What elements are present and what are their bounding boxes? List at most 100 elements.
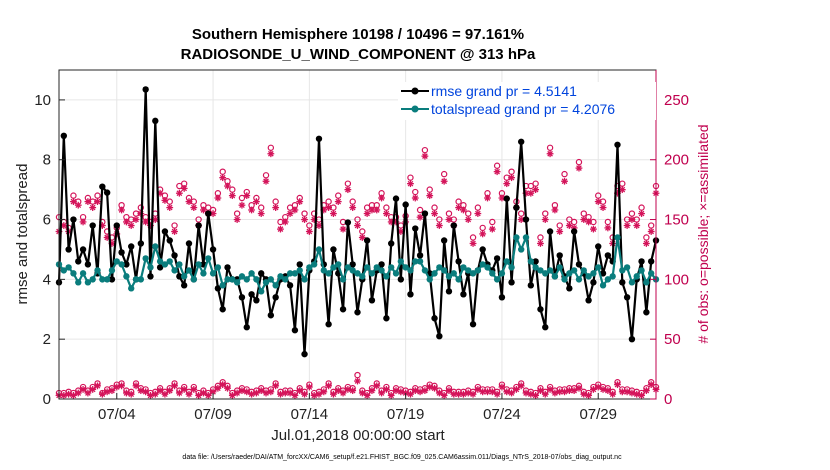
rmse-point <box>84 261 92 268</box>
tick-label-right: 50 <box>664 331 681 348</box>
totalspread-point <box>373 264 380 271</box>
totalspread-point <box>205 255 212 262</box>
totalspread-point <box>75 279 82 286</box>
left-axis-ticks: 0 2 4 6 8 10 <box>34 92 65 408</box>
rmse-point <box>75 258 82 265</box>
totalspread-point <box>392 270 400 277</box>
rmse-point <box>498 294 506 301</box>
totalspread-point <box>200 270 207 277</box>
rmse-point <box>590 279 597 286</box>
totalspread-point <box>152 243 159 250</box>
obs-assimilated-lower-marker <box>532 392 540 399</box>
obs-assimilated-lower-marker <box>642 387 650 395</box>
obs-assimilated-lower-marker <box>190 386 198 393</box>
totalspread-point <box>522 234 530 241</box>
totalspread-point <box>431 270 438 277</box>
totalspread-point <box>253 276 260 283</box>
obs-assimilated-lower-marker <box>127 390 135 398</box>
obs-assimilated-upper-marker <box>479 230 487 238</box>
obs-assimilated-lower-marker <box>585 392 592 399</box>
rmse-point <box>638 258 645 265</box>
totalspread-point <box>561 276 568 283</box>
obs-assimilated-upper-marker <box>527 189 535 197</box>
totalspread-point <box>455 276 462 283</box>
obs-assimilated-upper-marker <box>248 206 255 214</box>
tick-label-left: 0 <box>43 391 51 408</box>
rmse-point <box>460 291 467 298</box>
totalspread-point <box>296 267 303 274</box>
rmse-point <box>137 240 145 247</box>
obs-assimilated-upper-marker <box>354 222 361 229</box>
obs-assimilated-lower-marker <box>204 392 212 399</box>
obs-assimilated-lower-marker <box>233 389 241 397</box>
totalspread-point <box>604 276 612 283</box>
obs-assimilated-lower-marker <box>421 387 429 395</box>
tick-label-right: 250 <box>664 92 689 109</box>
totalspread-point <box>310 261 318 268</box>
totalspread-point <box>166 258 173 265</box>
rmse-point <box>118 249 125 256</box>
totalspread-point <box>614 234 621 241</box>
totalspread-point <box>489 270 496 277</box>
rmse-point <box>195 222 202 229</box>
obs-assimilated-lower-marker <box>464 389 472 397</box>
obs-assimilated-lower-marker <box>272 382 280 390</box>
totalspread-point <box>527 258 535 265</box>
totalspread-point <box>84 279 92 286</box>
rmse-point <box>368 297 376 304</box>
obs-assimilated-upper-marker <box>421 152 429 160</box>
x-axis-label: Jul.01,2018 00:00:00 start <box>271 427 445 444</box>
tick-label-left: 10 <box>34 92 51 109</box>
totalspread-point <box>397 258 405 265</box>
obs-assimilated-lower-marker <box>537 387 544 395</box>
obs-assimilated-lower-marker <box>561 388 568 396</box>
totalspread-point <box>599 282 607 289</box>
totalspread-point <box>89 276 96 283</box>
obs-assimilated-lower-marker <box>132 382 140 390</box>
totalspread-point <box>128 285 135 292</box>
rmse-point <box>412 225 419 232</box>
rmse-point <box>272 294 279 301</box>
obs-assimilated-upper-marker <box>435 222 443 229</box>
totalspread-point <box>378 267 385 274</box>
totalspread-point <box>161 261 169 268</box>
totalspread-point <box>638 267 645 274</box>
obs-assimilated-lower-marker <box>70 392 77 399</box>
rmse-point <box>378 261 385 268</box>
totalspread-point <box>233 279 241 286</box>
rmse-point <box>522 216 530 223</box>
rmse-point <box>258 270 265 277</box>
rmse-point <box>238 294 246 301</box>
totalspread-point <box>195 261 202 268</box>
totalspread-point <box>363 264 371 271</box>
obs-assimilated-upper-marker <box>498 194 506 202</box>
totalspread-point <box>335 261 342 268</box>
totalspread-point <box>156 258 164 265</box>
tick-label-left: 4 <box>43 271 51 288</box>
totalspread-point <box>330 264 337 271</box>
obs-assimilated-lower-marker <box>330 390 337 398</box>
rmse-point <box>180 282 188 289</box>
totalspread-point <box>580 267 587 274</box>
rmse-point <box>171 252 178 259</box>
obs-assimilated-lower-marker <box>339 389 347 397</box>
obs-assimilated-lower-marker <box>431 384 438 392</box>
rmse-point <box>123 261 130 268</box>
rmse-point <box>383 315 390 322</box>
totalspread-point <box>267 276 275 283</box>
rmse-point <box>349 261 356 268</box>
obs-assimilated-lower-marker <box>175 389 183 397</box>
rmse-point <box>315 135 323 142</box>
totalspread-point <box>570 267 578 274</box>
obs-assimilated-upper-marker <box>642 240 650 247</box>
obs-assimilated-lower-marker <box>320 388 328 396</box>
obs-assimilated-lower-marker <box>469 390 477 398</box>
legend-rmse-label: rmse grand pr = 4.5141 <box>431 83 577 99</box>
obs-assimilated-upper-marker <box>546 150 554 158</box>
rmse-point <box>566 285 573 292</box>
obs-assimilated-upper-marker <box>272 204 280 211</box>
obs-assimilated-lower-marker <box>363 392 371 399</box>
totalspread-point <box>344 264 352 271</box>
obs-assimilated-lower-marker <box>180 386 188 393</box>
